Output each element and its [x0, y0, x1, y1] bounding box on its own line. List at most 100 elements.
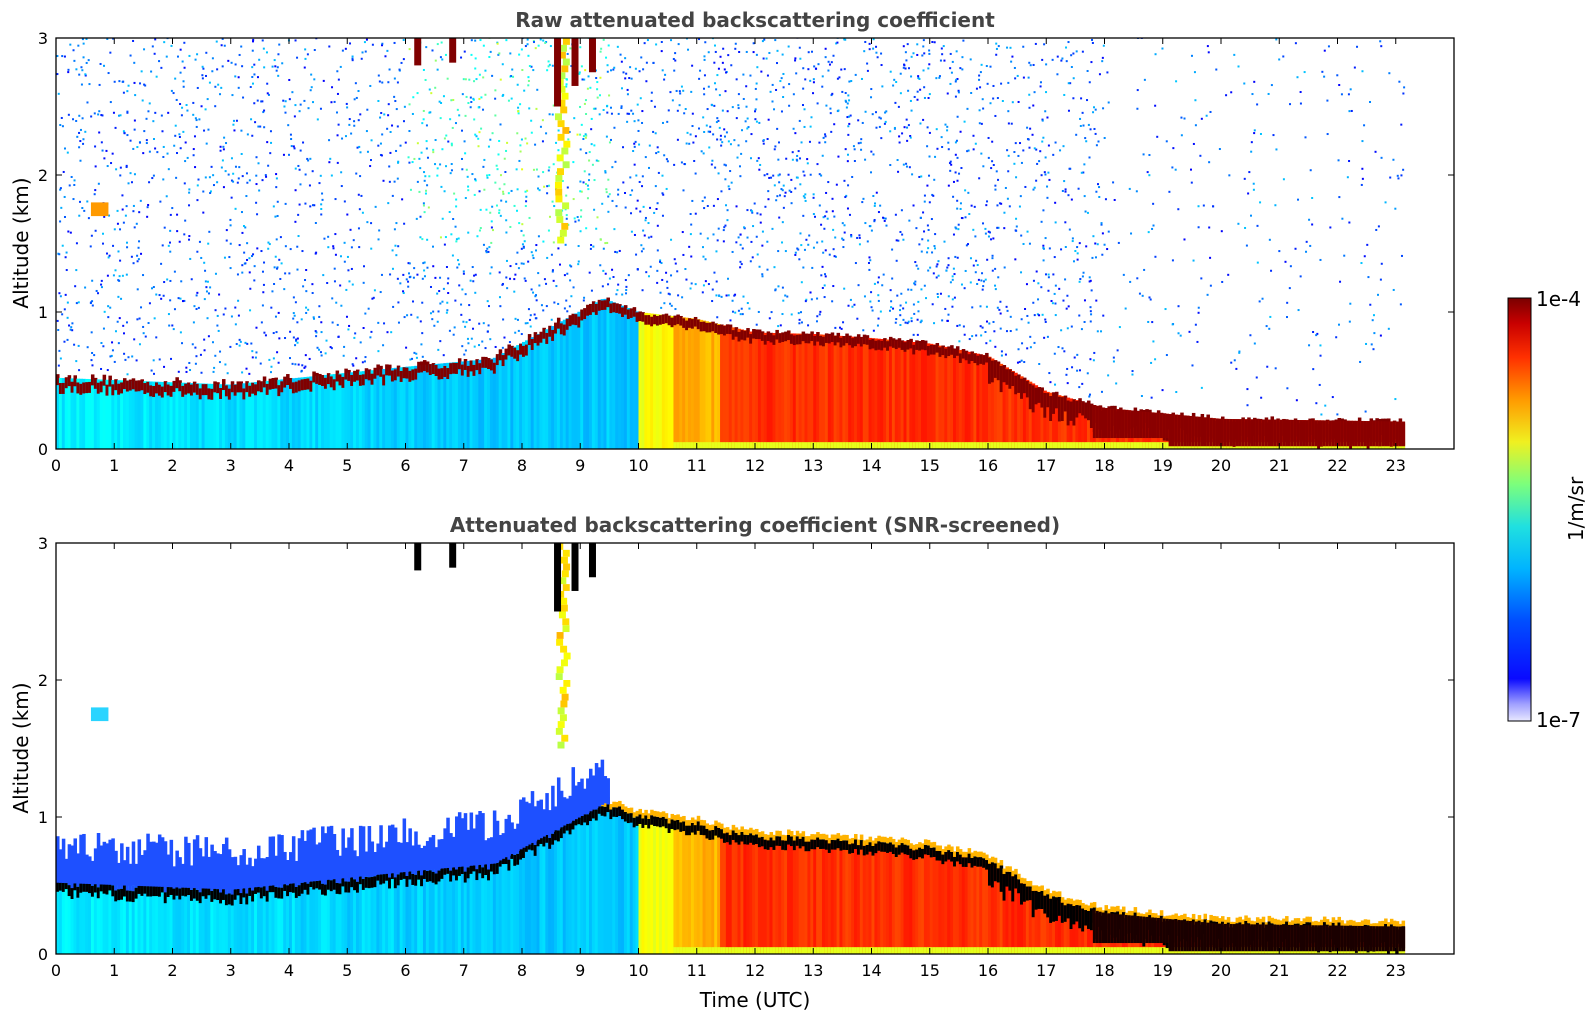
noise-pixel — [482, 322, 485, 325]
noise-pixel — [370, 247, 373, 250]
noise-pixel — [1004, 353, 1007, 356]
noise-pixel — [873, 282, 876, 285]
noise-pixel — [484, 69, 487, 72]
noise-pixel — [707, 283, 710, 286]
dense-layer — [1197, 416, 1202, 447]
noise-pixel — [1064, 221, 1067, 224]
noise-pixel — [889, 70, 892, 73]
noise-pixel — [133, 226, 136, 229]
noise-pixel — [499, 78, 502, 81]
aerosol-column — [422, 365, 427, 449]
noise-pixel — [267, 164, 270, 167]
noise-pixel — [234, 165, 237, 168]
noise-pixel — [691, 112, 694, 115]
noise-pixel — [917, 77, 920, 80]
noise-pixel — [900, 292, 903, 295]
noise-pixel — [1078, 242, 1081, 245]
noise-pixel — [331, 321, 334, 324]
noise-pixel — [817, 63, 820, 66]
dense-layer — [1174, 414, 1178, 447]
surface-band — [1040, 442, 1044, 449]
aerosol-column — [271, 380, 276, 449]
noise-pixel — [742, 97, 745, 100]
noise-pixel — [869, 259, 872, 262]
noise-pixel — [340, 185, 343, 188]
noise-pixel — [945, 269, 948, 272]
noise-pixel — [552, 163, 555, 166]
noise-pixel — [221, 65, 224, 68]
noise-pixel — [854, 262, 857, 265]
noise-pixel — [439, 236, 442, 239]
noise-pixel — [241, 231, 244, 234]
noise-pixel — [722, 229, 725, 232]
noise-pixel — [81, 206, 84, 209]
aerosol-column — [842, 336, 846, 449]
noise-pixel — [936, 296, 939, 299]
noise-pixel — [361, 361, 364, 364]
noise-pixel — [427, 206, 430, 209]
noise-pixel — [1323, 75, 1326, 78]
noise-pixel — [421, 238, 424, 241]
aerosol-column — [149, 381, 153, 449]
noise-pixel — [1007, 122, 1010, 125]
noise-pixel — [289, 248, 292, 251]
noise-pixel — [439, 302, 442, 305]
surface-band — [996, 442, 1001, 449]
noise-pixel — [951, 298, 954, 301]
noise-pixel — [284, 100, 287, 103]
noise-pixel — [519, 150, 522, 153]
noise-pixel — [79, 33, 81, 35]
noise-pixel — [497, 153, 500, 156]
noise-pixel — [759, 163, 762, 166]
noise-pixel — [957, 228, 960, 231]
surface-band — [1139, 442, 1143, 449]
boundary-layer-top — [883, 338, 887, 348]
noise-pixel — [916, 90, 919, 93]
noise-pixel — [1403, 86, 1406, 89]
dense-layer — [1188, 415, 1193, 447]
noise-pixel — [931, 251, 934, 254]
noise-pixel — [604, 171, 607, 174]
noise-pixel — [405, 346, 408, 349]
noise-pixel — [119, 166, 122, 169]
noise-pixel — [897, 170, 900, 173]
noise-pixel — [251, 66, 254, 69]
noise-pixel — [248, 271, 251, 274]
noise-pixel — [682, 189, 685, 192]
noise-pixel — [824, 273, 827, 276]
noise-pixel — [445, 34, 447, 36]
noise-pixel — [899, 72, 902, 75]
noise-pixel — [276, 66, 279, 69]
noise-pixel — [483, 158, 486, 161]
noise-pixel — [1007, 170, 1010, 173]
noise-pixel — [447, 277, 450, 280]
noise-pixel — [679, 92, 682, 95]
noise-pixel — [100, 114, 103, 117]
boundary-layer-top — [856, 334, 861, 344]
noise-pixel — [1175, 80, 1178, 83]
noise-pixel — [1315, 402, 1318, 405]
noise-pixel — [255, 201, 258, 204]
noise-pixel — [649, 206, 652, 209]
noise-pixel — [155, 336, 158, 339]
noise-pixel — [389, 273, 392, 276]
aerosol-column — [67, 378, 72, 449]
virga-plume — [555, 188, 563, 196]
noise-pixel — [367, 307, 370, 310]
noise-pixel — [776, 62, 779, 65]
noise-pixel — [492, 229, 495, 232]
noise-pixel — [509, 52, 512, 55]
noise-pixel — [1253, 132, 1256, 135]
noise-pixel — [761, 230, 764, 233]
noise-pixel — [521, 243, 524, 246]
boundary-layer-top — [676, 314, 680, 325]
surface-band — [923, 442, 928, 449]
boundary-layer-top — [67, 885, 72, 897]
noise-pixel — [284, 245, 287, 248]
boundary-layer-top — [420, 361, 424, 373]
boundary-layer-top — [787, 330, 791, 341]
boundary-layer-top — [507, 344, 511, 356]
noise-pixel — [343, 241, 346, 244]
noise-pixel — [1274, 204, 1277, 207]
noise-pixel — [225, 239, 228, 242]
